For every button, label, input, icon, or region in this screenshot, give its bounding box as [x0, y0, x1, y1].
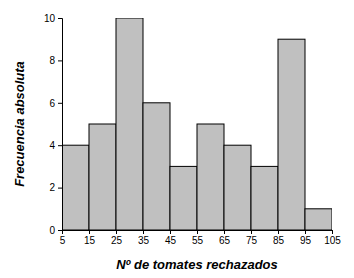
- bar: [197, 124, 224, 230]
- x-tick: 55: [192, 230, 204, 246]
- bar: [278, 39, 305, 230]
- y-tick-label: 8: [49, 55, 55, 66]
- x-tick-label: 25: [111, 235, 123, 246]
- y-tick-label: 4: [49, 140, 55, 151]
- bar: [305, 209, 332, 230]
- x-tick-label: 105: [324, 235, 341, 246]
- x-tick-mark: [305, 230, 306, 234]
- bars: [62, 18, 332, 230]
- bar: [89, 124, 116, 230]
- x-axis-title: Nº de tomates rechazados: [116, 257, 278, 272]
- x-axis-line: [63, 231, 333, 235]
- y-tick-mark: [58, 230, 62, 231]
- y-tick: 2: [49, 182, 62, 193]
- bar: [143, 103, 170, 230]
- x-tick-mark: [332, 230, 333, 234]
- y-tick-label: 6: [49, 98, 55, 109]
- x-tick-label: 95: [300, 235, 312, 246]
- y-tick-label: 10: [44, 13, 56, 24]
- y-tick-mark: [58, 145, 62, 146]
- y-axis: 0 2 4 6 8 10: [44, 13, 63, 236]
- x-tick-label: 15: [84, 235, 96, 246]
- x-tick-mark: [197, 230, 198, 234]
- y-tick-label: 0: [49, 225, 55, 236]
- x-tick: 25: [111, 230, 123, 246]
- x-tick-mark: [224, 230, 225, 234]
- y-tick: 6: [49, 98, 62, 109]
- x-tick-mark: [278, 230, 279, 234]
- x-tick: 15: [84, 230, 96, 246]
- x-tick-label: 55: [192, 235, 204, 246]
- x-tick-mark: [116, 230, 117, 234]
- x-tick-mark: [89, 230, 90, 234]
- y-tick-mark: [58, 18, 62, 19]
- plot: 5 15 25 35 45 55 65 75 85 95 105 0 2 4 6 8 10: [44, 13, 341, 246]
- x-tick-mark: [170, 230, 171, 234]
- x-tick-label: 75: [246, 235, 258, 246]
- bar: [116, 18, 143, 230]
- chart: 5 15 25 35 45 55 65 75 85 95 105 0 2 4 6 8 10 Nº de tomat…: [0, 0, 354, 278]
- y-tick-mark: [58, 60, 62, 61]
- x-tick-label: 85: [273, 235, 285, 246]
- y-tick: 4: [49, 140, 62, 151]
- y-tick-mark: [58, 188, 62, 189]
- x-tick: 95: [300, 230, 312, 246]
- x-tick-label: 45: [165, 235, 177, 246]
- x-tick-label: 35: [138, 235, 150, 246]
- x-tick-label: 65: [219, 235, 231, 246]
- x-tick: 75: [246, 230, 258, 246]
- x-tick-mark: [143, 230, 144, 234]
- y-tick-label: 2: [49, 182, 55, 193]
- x-axis: 5 15 25 35 45 55 65 75 85 95 105: [60, 230, 342, 246]
- y-tick-mark: [58, 103, 62, 104]
- bar: [224, 145, 251, 230]
- bar: [170, 166, 197, 230]
- x-tick: 45: [165, 230, 177, 246]
- x-tick: 85: [273, 230, 285, 246]
- y-tick: 0: [49, 225, 62, 236]
- x-tick: 35: [138, 230, 150, 246]
- x-tick: 105: [324, 230, 341, 246]
- x-tick: 65: [219, 230, 231, 246]
- x-tick-label: 5: [60, 235, 66, 246]
- x-tick: 5: [60, 230, 66, 246]
- y-tick: 8: [49, 55, 62, 66]
- y-axis-title: Frecuencia absoluta: [12, 61, 27, 187]
- x-tick-mark: [251, 230, 252, 234]
- bar: [251, 166, 278, 230]
- y-tick: 10: [44, 13, 62, 24]
- bar: [62, 145, 89, 230]
- y-axis-line: [58, 19, 63, 231]
